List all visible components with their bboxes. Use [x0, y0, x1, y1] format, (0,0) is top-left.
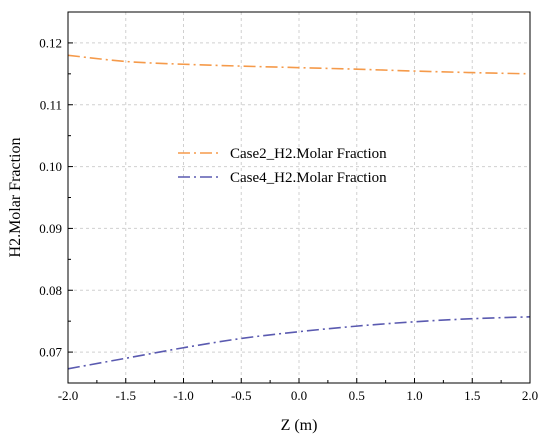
- x-tick-label: -1.0: [173, 388, 194, 403]
- x-tick-label: 1.5: [464, 388, 480, 403]
- y-tick-label: 0.12: [39, 35, 62, 50]
- series-line-case4: [67, 316, 531, 370]
- series-line-case2: [67, 54, 531, 75]
- y-tick-label: 0.07: [39, 345, 62, 360]
- legend-item-case2: Case2_H2.Molar Fraction: [178, 146, 387, 162]
- grid: [68, 12, 530, 383]
- x-tick-label: -1.5: [115, 388, 136, 403]
- y-tick-label: 0.10: [39, 159, 62, 174]
- x-axis-ticks: -2.0 -1.5 -1.0 -0.5 0.0 0.5 1.0 1.5 2.0: [58, 378, 538, 403]
- legend-item-case4: Case4_H2.Molar Fraction: [178, 170, 387, 186]
- x-tick-label: -0.5: [231, 388, 252, 403]
- series-lines: [67, 54, 531, 370]
- x-tick-label: -2.0: [58, 388, 79, 403]
- y-tick-label: 0.08: [39, 283, 62, 298]
- x-axis-label: Z (m): [281, 417, 318, 434]
- legend-label-case2: Case2_H2.Molar Fraction: [230, 146, 387, 162]
- x-tick-label: 0.0: [291, 388, 307, 403]
- x-tick-label: 1.0: [406, 388, 422, 403]
- legend-label-case4: Case4_H2.Molar Fraction: [230, 170, 387, 186]
- y-axis-label: H2.Molar Fraction: [7, 138, 24, 258]
- y-axis-ticks: 0.07 0.08 0.09 0.10 0.11 0.12: [39, 11, 73, 384]
- y-tick-label: 0.09: [39, 221, 62, 236]
- y-tick-label: 0.11: [40, 97, 62, 112]
- x-tick-label: 0.5: [349, 388, 365, 403]
- x-tick-label: 2.0: [522, 388, 538, 403]
- legend: Case2_H2.Molar Fraction Case4_H2.Molar F…: [178, 146, 387, 186]
